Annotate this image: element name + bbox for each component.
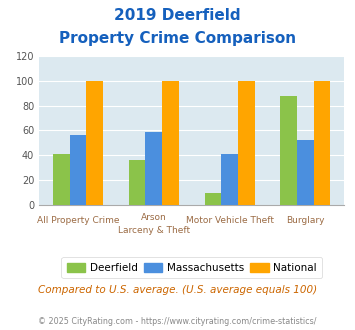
- Text: Motor Vehicle Theft: Motor Vehicle Theft: [186, 216, 274, 225]
- Bar: [86, 81, 103, 205]
- Bar: [238, 81, 255, 205]
- Text: 2019 Deerfield: 2019 Deerfield: [114, 8, 241, 23]
- Bar: [280, 96, 297, 205]
- Text: Arson: Arson: [141, 213, 166, 222]
- Bar: [70, 135, 86, 205]
- Text: All Property Crime: All Property Crime: [37, 216, 119, 225]
- Bar: [204, 193, 221, 205]
- Text: Property Crime Comparison: Property Crime Comparison: [59, 31, 296, 46]
- Text: © 2025 CityRating.com - https://www.cityrating.com/crime-statistics/: © 2025 CityRating.com - https://www.city…: [38, 317, 317, 326]
- Text: Compared to U.S. average. (U.S. average equals 100): Compared to U.S. average. (U.S. average …: [38, 285, 317, 295]
- Text: Burglary: Burglary: [286, 216, 325, 225]
- Bar: [221, 154, 238, 205]
- Bar: [53, 154, 70, 205]
- Text: Larceny & Theft: Larceny & Theft: [118, 226, 190, 235]
- Legend: Deerfield, Massachusetts, National: Deerfield, Massachusetts, National: [61, 257, 322, 278]
- Bar: [314, 81, 331, 205]
- Bar: [146, 132, 162, 205]
- Bar: [129, 160, 146, 205]
- Bar: [162, 81, 179, 205]
- Bar: [297, 140, 314, 205]
